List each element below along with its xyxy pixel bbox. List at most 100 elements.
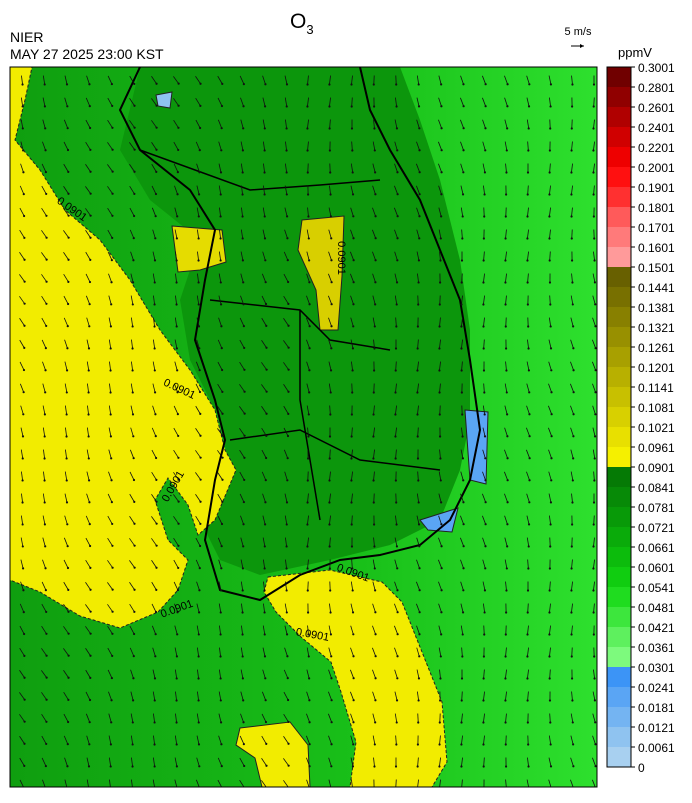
wind-arrow-head [307, 193, 309, 195]
wind-arrow-head [594, 435, 596, 437]
wind-arrow-head [44, 127, 46, 129]
wind-arrow-head [287, 435, 289, 437]
wind-arrow-head [418, 633, 420, 635]
wind-arrow-head [177, 567, 179, 569]
wind-arrow-head [462, 83, 464, 85]
wind-arrow-head [328, 83, 330, 85]
colorbar-segment [607, 127, 631, 147]
wind-arrow-head [571, 259, 573, 261]
wind-arrow-head [484, 413, 486, 415]
wind-arrow-head [153, 303, 155, 305]
wind-arrow-head [527, 721, 529, 723]
wind-arrow-head [549, 281, 551, 283]
wind-arrow-head [176, 237, 178, 239]
wind-arrow-head [549, 171, 551, 173]
wind-arrow-head [548, 633, 550, 635]
wind-arrow-head [395, 83, 397, 85]
wind-arrow-head [111, 611, 113, 613]
wind-arrow-head [416, 787, 418, 789]
wind-arrow-head [88, 347, 90, 349]
wind-arrow-head [66, 83, 68, 85]
wind-arrow-head [482, 281, 484, 283]
wind-arrow-head [373, 765, 375, 767]
colorbar-segment [607, 67, 631, 87]
wind-arrow-head [350, 479, 352, 481]
wind-reference-arrow [571, 44, 584, 48]
wind-arrow-head [110, 479, 112, 481]
wind-arrow-head [67, 259, 69, 261]
wind-arrow-head [417, 699, 419, 701]
wind-arrow-head [396, 589, 398, 591]
wind-arrow-head [572, 765, 574, 767]
wind-arrow-head [220, 677, 222, 679]
wind-arrow-head [88, 479, 90, 481]
wind-arrow-head [243, 457, 245, 459]
wind-arrow-head [243, 479, 245, 481]
wind-arrow-head [572, 369, 574, 371]
colorbar-label: 0.2401 [638, 121, 675, 135]
wind-arrow-head [110, 303, 112, 305]
wind-arrow-head [220, 699, 222, 701]
wind-arrow-head [308, 413, 310, 415]
wind-arrow-head [483, 347, 485, 349]
wind-arrow-head [373, 127, 375, 129]
wind-arrow-head [484, 171, 486, 173]
wind-arrow-head [306, 545, 308, 547]
colorbar-segment [607, 247, 631, 267]
wind-arrow-head [397, 633, 399, 635]
wind-arrow-head [461, 677, 463, 679]
wind-arrow-head [23, 347, 25, 349]
wind-arrow-head [462, 567, 464, 569]
wind-arrow-head [242, 105, 244, 107]
wind-arrow-head [506, 457, 508, 459]
wind-arrow-head [221, 413, 223, 415]
wind-arrow-head [570, 171, 572, 173]
wind-arrow-head [153, 325, 155, 327]
wind-arrow-head [548, 193, 550, 195]
wind-arrow-head [67, 127, 69, 129]
colorbar-label: 0.0781 [638, 501, 675, 515]
agency: NIER [10, 29, 43, 45]
wind-arrow-head [200, 479, 202, 481]
wind-arrow-head [154, 369, 156, 371]
wind-arrow-head [593, 523, 595, 525]
wind-arrow-head [440, 83, 442, 85]
wind-arrow-head [331, 281, 333, 283]
wind-arrow-head [155, 171, 157, 173]
colorbar-segment [607, 147, 631, 167]
wind-arrow-head [110, 281, 112, 283]
wind-arrow-head [395, 479, 397, 481]
wind-arrow-head [397, 611, 399, 613]
wind-arrow-head [90, 611, 92, 613]
map: 0.09010.09010.09010.09010.09010.09010.09… [10, 67, 597, 790]
wind-arrow-head [485, 501, 487, 503]
wind-arrow-head [175, 281, 177, 283]
wind-arrow-head [483, 391, 485, 393]
wind-arrow-head [306, 501, 308, 503]
wind-arrow-head [220, 259, 222, 261]
wind-arrow-head [395, 325, 397, 327]
colorbar-segment [607, 567, 631, 587]
wind-arrow-head [241, 633, 243, 635]
wind-arrow-head [329, 127, 331, 129]
wind-arrow-head [595, 369, 597, 371]
wind-arrow-head [484, 457, 486, 459]
wind-arrow-head [373, 347, 375, 349]
wind-arrow-head [374, 567, 376, 569]
wind-arrow-head [243, 743, 245, 745]
wind-arrow-head [307, 215, 309, 217]
wind-arrow-head [133, 171, 135, 173]
wind-arrow-head [526, 237, 528, 239]
wind-arrow-head [594, 743, 596, 745]
wind-arrow-head [287, 699, 289, 701]
wind-arrow-head [68, 655, 70, 657]
wind-arrow-head [395, 743, 397, 745]
wind-arrow-head [395, 501, 397, 503]
wind-arrow-head [593, 259, 595, 261]
colorbar-label: 0.0481 [638, 601, 675, 615]
wind-arrow-head [374, 589, 376, 591]
wind-arrow-head [23, 325, 25, 327]
wind-arrow-head [285, 149, 287, 151]
colorbar-label: 0.0961 [638, 441, 675, 455]
wind-arrow-head [221, 127, 223, 129]
